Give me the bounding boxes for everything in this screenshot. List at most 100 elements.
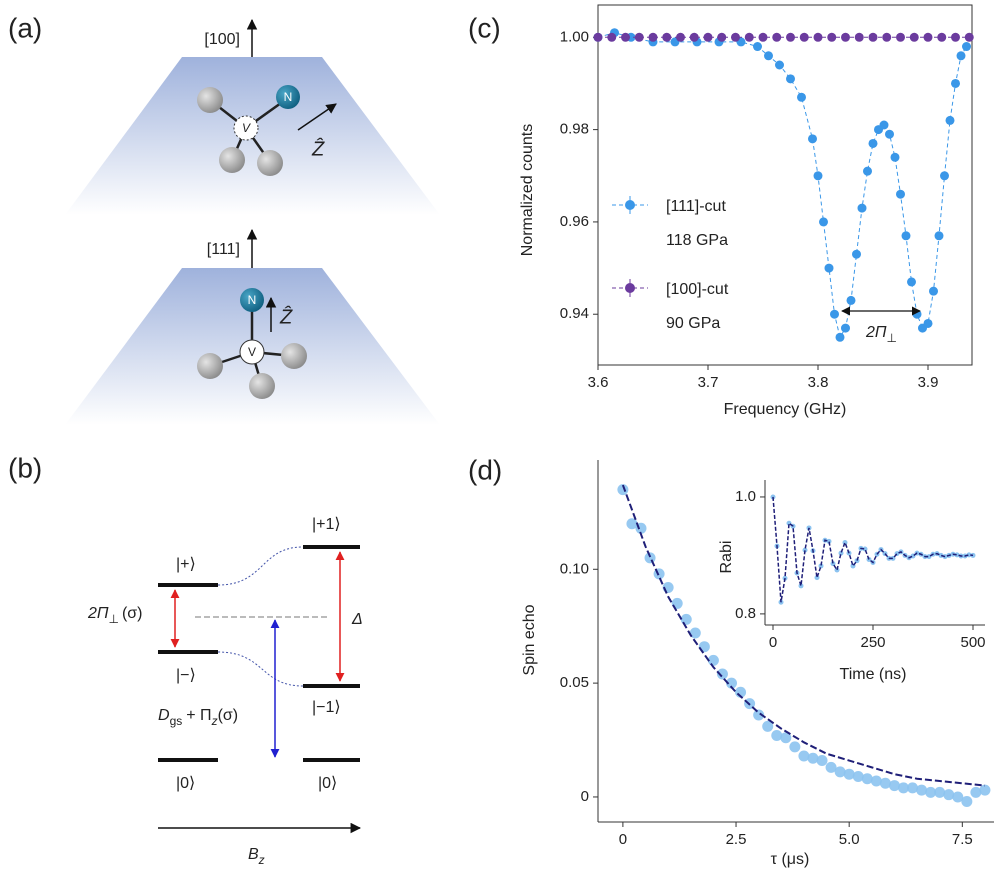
data-point (896, 32, 905, 42)
data-point (863, 166, 872, 176)
data-point (951, 78, 960, 88)
data-point (717, 32, 727, 42)
legend-marker (625, 200, 635, 210)
data-point (758, 32, 768, 42)
text: B (248, 846, 259, 863)
panel-label: (d) (468, 454, 502, 485)
data-point (834, 766, 846, 778)
legend-label: [100]-cut (666, 281, 729, 298)
data-point (780, 732, 792, 744)
data-point (929, 286, 938, 296)
data-point (731, 32, 740, 42)
legend-label: [111]-cut (666, 198, 726, 215)
level-label: |0⟩ (318, 775, 337, 792)
data-point (689, 627, 701, 639)
x-tick-label: 3.7 (698, 374, 719, 391)
text: (σ) (122, 605, 143, 622)
data-point (644, 552, 656, 564)
data-point (662, 32, 672, 42)
data-point (830, 309, 839, 319)
x-tick-label: 5.0 (839, 831, 860, 848)
data-point (753, 42, 762, 52)
data-point (707, 654, 719, 666)
fit-line (621, 484, 986, 787)
x-axis-label: τ (μs) (771, 851, 810, 868)
data-point (934, 231, 944, 241)
data-point (786, 32, 795, 42)
axis-label: [100] (204, 31, 240, 48)
data-point (907, 782, 919, 794)
data-point (937, 32, 947, 42)
data-point (841, 323, 850, 333)
data-point (940, 171, 949, 181)
data-point (966, 552, 972, 558)
data-point (786, 74, 795, 84)
data-point (626, 518, 638, 530)
z-arrow (297, 103, 337, 131)
data-point (775, 60, 784, 70)
data-point (901, 231, 911, 241)
data-point (807, 752, 819, 764)
data-point (954, 552, 960, 558)
data-point (808, 134, 817, 144)
data-point (789, 741, 801, 753)
data-point (835, 332, 845, 342)
nitrogen-atom (240, 288, 264, 312)
data-point (841, 32, 850, 42)
data-point (952, 791, 964, 803)
data-point (818, 563, 824, 569)
data-point (925, 786, 937, 798)
panel-label: (a) (8, 12, 42, 43)
carbon-atom (281, 343, 307, 369)
data-point (979, 784, 991, 796)
x-tick-label: 0 (619, 831, 627, 848)
text: 2Π (865, 324, 887, 341)
data-point (907, 277, 916, 287)
y-axis-label: Spin echo (521, 604, 538, 675)
data-point (882, 32, 892, 42)
data-point (938, 552, 944, 558)
data-point (802, 547, 808, 553)
data-point (834, 567, 840, 573)
field-label: Bz (248, 846, 265, 867)
y-tick-label: 1.0 (735, 488, 756, 505)
data-point (961, 796, 973, 808)
atom-label: V (242, 121, 251, 135)
carbon-atom (249, 373, 275, 399)
level-label: |−⟩ (176, 667, 196, 684)
diagram-b: |+⟩ |−⟩ |0⟩ |+1⟩ |−1⟩ |0⟩ 2Π⊥ (σ) Δ Dgs + … (87, 516, 363, 867)
data-point (825, 761, 837, 773)
data-point (934, 786, 946, 798)
level-label: |+⟩ (176, 556, 196, 573)
text: D (158, 707, 170, 724)
data-point (764, 51, 773, 61)
annotation: 2Π⊥ (865, 324, 897, 345)
data-point (680, 613, 692, 625)
y-tick-label: 0 (581, 788, 589, 805)
level-label: |0⟩ (176, 775, 195, 792)
text: z (211, 714, 218, 728)
data-point (634, 32, 644, 42)
data-point (956, 51, 966, 61)
nitrogen-atom (276, 85, 300, 109)
y-tick-label: 0.8 (735, 605, 756, 622)
data-point (607, 32, 617, 42)
carbon-atom (257, 150, 283, 176)
data-point (716, 668, 728, 680)
x-tick-label: 7.5 (952, 831, 973, 848)
vacancy (239, 339, 265, 365)
data-point (798, 583, 804, 589)
x-tick-label: 0 (769, 634, 777, 651)
series-line (772, 496, 974, 603)
legend-label: 118 GPa (666, 232, 728, 249)
legend-label: 90 GPa (666, 315, 720, 332)
panel-label: (b) (8, 452, 42, 483)
data-point (621, 32, 630, 42)
x-tick-label: 500 (960, 634, 985, 651)
data-point (885, 129, 894, 139)
x-tick-label: 2.5 (726, 831, 747, 848)
data-point (854, 558, 860, 564)
data-point (854, 32, 864, 42)
atom-label: N (284, 90, 293, 104)
